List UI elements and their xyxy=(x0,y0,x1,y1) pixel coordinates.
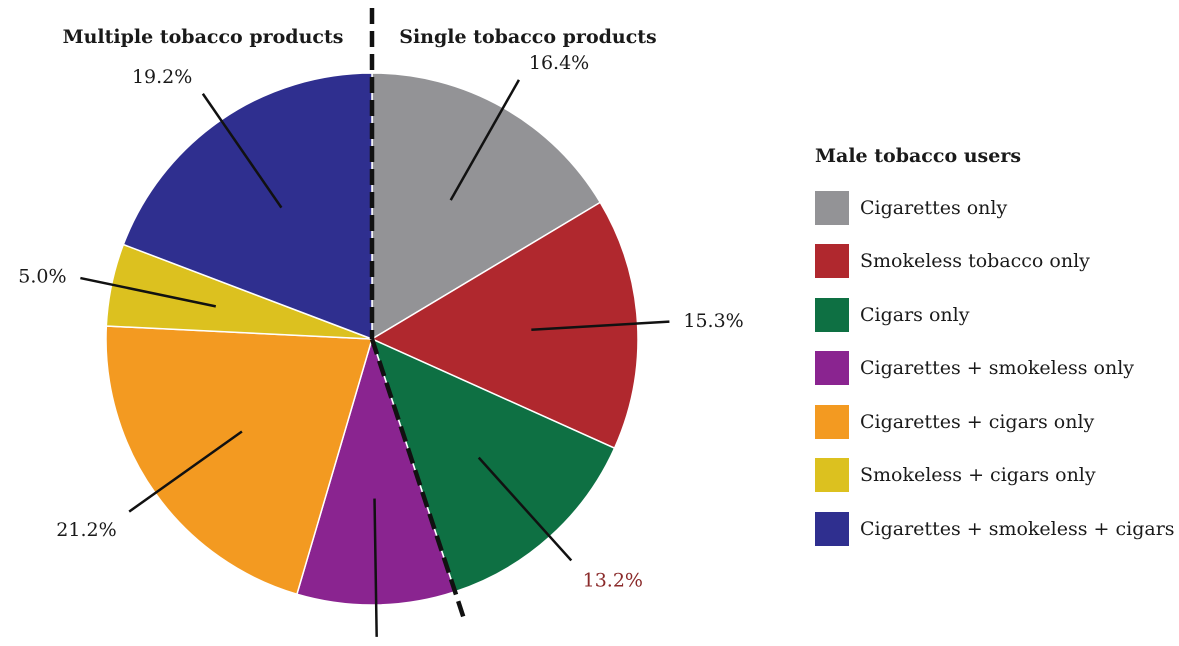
legend-item-cigars-only: Cigars only xyxy=(815,288,1175,342)
legend-item-cigarettes-only: Cigarettes only xyxy=(815,181,1175,235)
legend-swatch xyxy=(815,190,849,225)
leader-line-cigarettes-plus-smokeless-only xyxy=(373,498,378,637)
leader-line-cigars-only xyxy=(477,456,573,562)
legend-swatch xyxy=(815,244,849,279)
legend-label: Smokeless tobacco only xyxy=(860,250,1090,273)
left-group-label: Multiple tobacco products xyxy=(63,26,344,48)
group-divider-bottom xyxy=(369,338,466,618)
legend-swatch xyxy=(815,458,849,493)
leader-line-cigarettes-plus-smokeless-plus-cigars xyxy=(201,93,283,209)
legend-label: Cigarettes + smokeless only xyxy=(860,357,1135,380)
leader-line-smokeless-plus-cigars-only xyxy=(80,276,217,308)
legend-item-cigarettes-plus-smokeless-plus-cigars: Cigarettes + smokeless + cigars xyxy=(815,502,1175,556)
data-label-cigarettes-plus-smokeless-plus-cigars: 19.2% xyxy=(132,66,192,88)
legend-swatch xyxy=(815,511,849,546)
legend-title: Male tobacco users xyxy=(815,145,1022,167)
leader-line-smokeless-tobacco-only xyxy=(531,320,670,331)
legend-items: Cigarettes only Smokeless tobacco only Cig… xyxy=(815,181,1175,556)
data-label-cigarettes-plus-cigars-only: 21.2% xyxy=(56,519,116,541)
legend-label: Smokeless + cigars only xyxy=(860,464,1096,487)
legend-swatch xyxy=(815,404,849,439)
legend-label: Cigarettes + smokeless + cigars xyxy=(860,517,1175,540)
legend-item-cigarettes-plus-cigars-only: Cigarettes + cigars only xyxy=(815,395,1175,449)
right-group-label: Single tobacco products xyxy=(399,26,657,48)
legend-label: Cigarettes + cigars only xyxy=(860,410,1095,433)
data-label-cigars-only: 13.2% xyxy=(583,569,643,591)
legend-item-smokeless-tobacco-only: Smokeless tobacco only xyxy=(815,235,1175,289)
legend-swatch xyxy=(815,351,849,386)
legend-label: Cigars only xyxy=(860,303,970,326)
legend-item-smokeless-plus-cigars-only: Smokeless + cigars only xyxy=(815,449,1175,503)
leader-line-cigarettes-only xyxy=(449,79,521,201)
legend-label: Cigarettes only xyxy=(860,196,1008,219)
data-label-cigarettes-only: 16.4% xyxy=(529,52,589,74)
legend-swatch xyxy=(815,297,849,332)
legend-item-cigarettes-plus-smokeless-only: Cigarettes + smokeless only xyxy=(815,342,1175,396)
leader-line-cigarettes-plus-cigars-only xyxy=(128,430,243,513)
data-label-smokeless-plus-cigars-only: 5.0% xyxy=(18,265,66,287)
data-label-smokeless-tobacco-only: 15.3% xyxy=(683,310,743,332)
legend: Male tobacco users Cigarettes only Smokel… xyxy=(815,143,1175,556)
